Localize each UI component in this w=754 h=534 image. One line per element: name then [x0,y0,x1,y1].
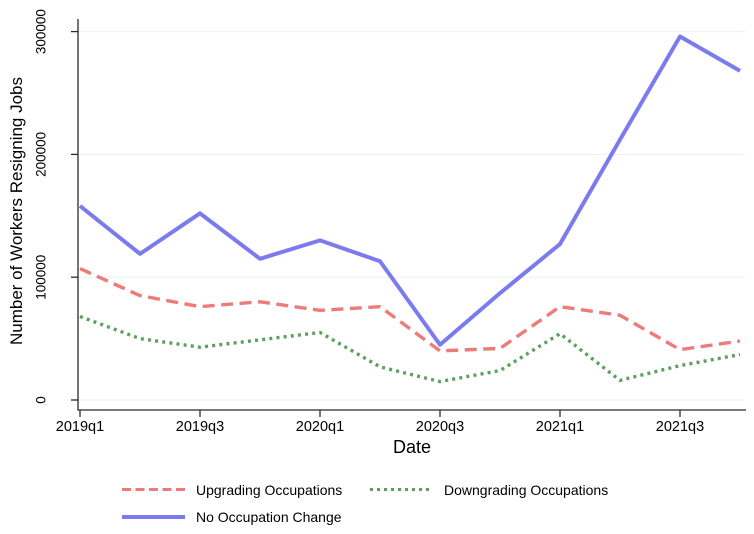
solid-line-swatch [122,514,185,519]
x-tick-label: 2020q3 [416,419,464,435]
x-tick-label: 2021q1 [536,419,584,435]
x-tick-label: 2019q1 [56,419,104,435]
legend-label-downgrading: Downgrading Occupations [444,481,609,498]
y-tick-label: 100000 [34,255,49,300]
y-tick-label: 200000 [34,132,49,177]
dashed-line-swatch [122,487,185,492]
y-axis-title: Number of Workers Resigning Jobs [7,76,26,346]
legend-item-upgrading: Upgrading Occupations [122,480,370,499]
legend: Upgrading Occupations Downgrading Occupa… [122,480,608,526]
series-line-dashed [79,267,741,353]
y-tick-label: 0 [34,396,49,404]
axis-lines [77,19,746,411]
x-axis-title: Date [392,437,432,457]
legend-item-no-change: No Occupation Change [122,507,370,526]
legend-item-downgrading: Downgrading Occupations [370,480,608,499]
y-tick-label: 300000 [34,9,49,54]
legend-label-upgrading: Upgrading Occupations [196,481,343,498]
x-tick-label: 2020q1 [296,419,344,435]
dotted-line-swatch [370,487,433,492]
chart-canvas: 0 100000 200000 300000 2019q1 2019q3 2020q1 202… [34,9,746,435]
series-line-solid [78,34,741,347]
x-tick-label: 2021q3 [656,419,704,435]
legend-label-no-change: No Occupation Change [196,508,342,525]
x-tick-label: 2019q3 [176,419,224,435]
